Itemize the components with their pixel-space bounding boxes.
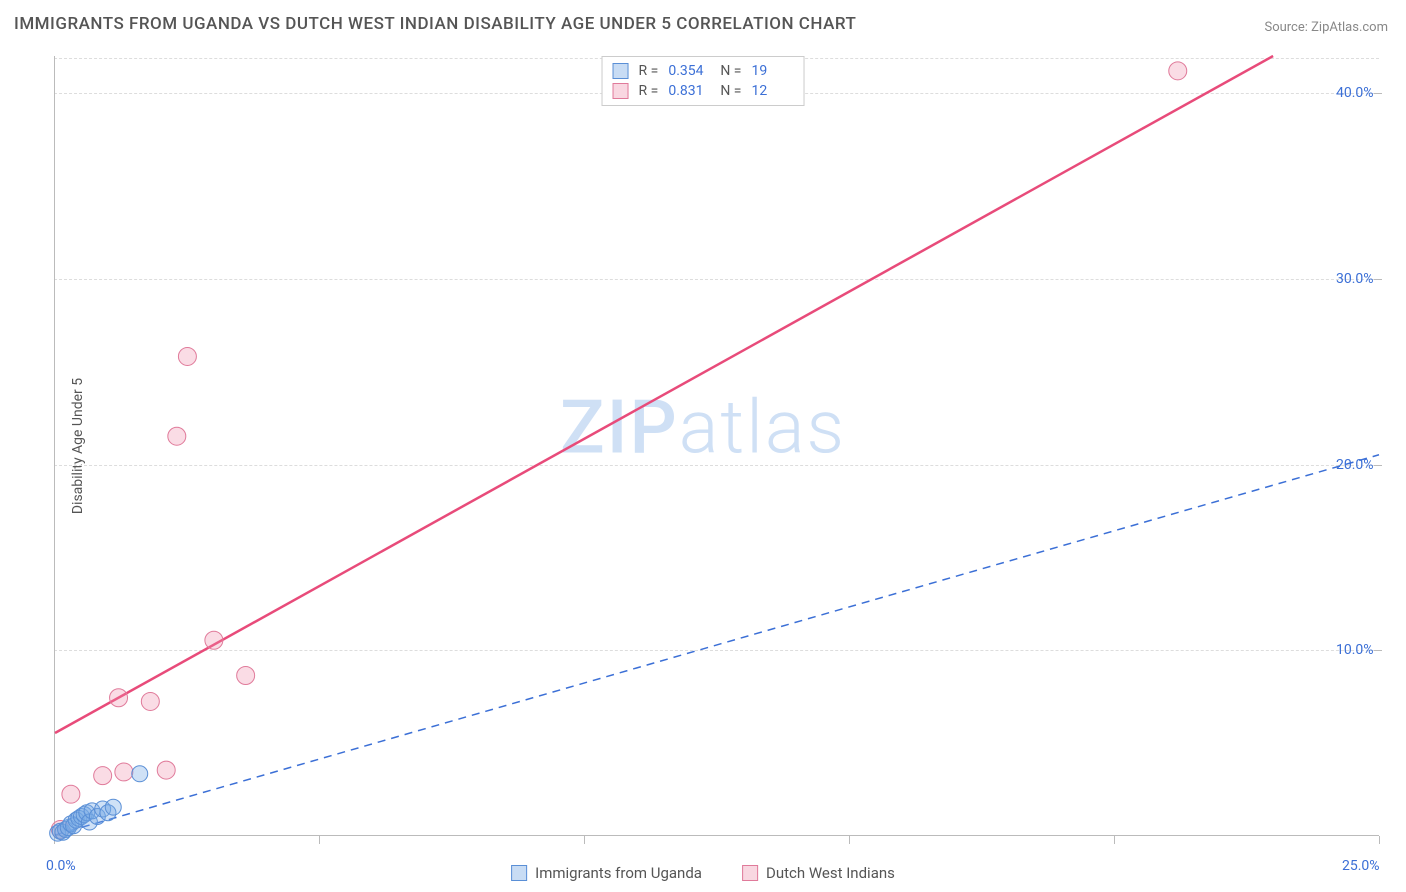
scatter-point-pink xyxy=(168,427,186,445)
scatter-point-pink xyxy=(157,761,175,779)
series-legend-item: Dutch West Indians xyxy=(742,864,895,882)
series-legend: Immigrants from Uganda Dutch West Indians xyxy=(511,864,895,882)
scatter-point-pink xyxy=(94,767,112,785)
series-legend-label: Immigrants from Uganda xyxy=(535,864,702,882)
legend-r-value: 0.831 xyxy=(668,83,710,99)
series-legend-label: Dutch West Indians xyxy=(766,864,895,882)
correlation-legend: R = 0.354 N = 19 R = 0.831 N = 12 xyxy=(602,56,805,106)
regression-lines xyxy=(55,56,1379,835)
legend-swatch xyxy=(742,865,758,881)
legend-swatch xyxy=(613,63,629,79)
x-axis-min-label: 0.0% xyxy=(46,858,76,874)
legend-n-label: N = xyxy=(720,83,741,99)
legend-swatch xyxy=(613,83,629,99)
chart-title: IMMIGRANTS FROM UGANDA VS DUTCH WEST IND… xyxy=(14,14,856,34)
legend-n-label: N = xyxy=(720,63,741,79)
correlation-legend-row: R = 0.831 N = 12 xyxy=(613,81,794,101)
legend-swatch xyxy=(511,865,527,881)
x-tick xyxy=(319,836,320,844)
scatter-point-pink xyxy=(115,763,133,781)
x-tick xyxy=(584,836,585,844)
legend-r-label: R = xyxy=(639,83,659,99)
source-attribution: Source: ZipAtlas.com xyxy=(1264,20,1388,35)
scatter-point-pink xyxy=(110,689,128,707)
regression-line-blue xyxy=(55,455,1379,835)
scatter-point-pink xyxy=(1169,62,1187,80)
scatter-point-pink xyxy=(237,667,255,685)
plot-svg xyxy=(55,56,1379,835)
legend-n-value: 19 xyxy=(751,63,793,79)
regression-line-pink xyxy=(55,56,1273,733)
x-tick xyxy=(1379,836,1380,844)
correlation-legend-row: R = 0.354 N = 19 xyxy=(613,61,794,81)
scatter-points-pink xyxy=(51,62,1186,839)
legend-r-label: R = xyxy=(639,63,659,79)
legend-r-value: 0.354 xyxy=(668,63,710,79)
x-axis-max-label: 25.0% xyxy=(1342,858,1380,874)
plot-area xyxy=(54,56,1379,836)
scatter-point-pink xyxy=(141,692,159,710)
scatter-point-pink xyxy=(178,347,196,365)
scatter-point-blue xyxy=(132,766,148,782)
scatter-point-pink xyxy=(62,785,80,803)
series-legend-item: Immigrants from Uganda xyxy=(511,864,702,882)
scatter-point-pink xyxy=(205,631,223,649)
x-tick xyxy=(1114,836,1115,844)
scatter-point-blue xyxy=(105,799,121,815)
legend-n-value: 12 xyxy=(751,83,793,99)
x-tick xyxy=(849,836,850,844)
